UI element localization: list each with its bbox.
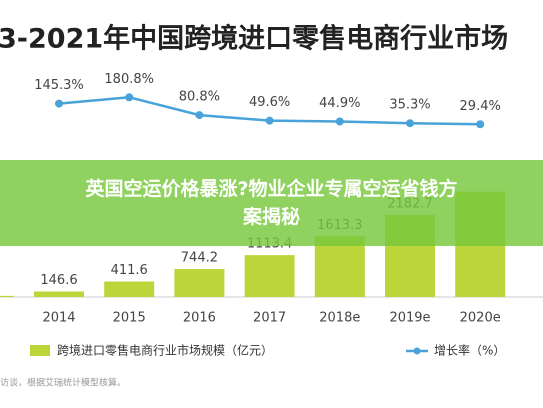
bar — [104, 281, 155, 297]
bar-value-label: 744.2 — [181, 251, 218, 266]
line-value-label: 145.3% — [34, 78, 84, 93]
bar-value-label: 411.6 — [111, 263, 148, 278]
line-value-label: 80.8% — [179, 90, 220, 105]
source: 访谈，根据艾瑞统计模型核算。 — [0, 377, 126, 389]
overlay-line: 英国空运价格暴涨?物业企业专属空运省钱方 — [85, 178, 458, 200]
line-value-label: 49.6% — [249, 95, 290, 110]
x-tick-label: 2016 — [183, 311, 216, 326]
bar-value-label: 146.6 — [40, 273, 77, 288]
chart-title: 3-2021年中国跨境进口零售电商行业市场 — [0, 23, 508, 55]
bar — [314, 236, 365, 297]
x-tick-label: 2020e — [460, 311, 501, 326]
overlay-banner: 英国空运价格暴涨?物业企业专属空运省钱方 案揭秘 — [0, 160, 543, 246]
line-value-label: 180.8% — [104, 72, 154, 87]
legend-swatch — [30, 345, 50, 356]
line-point — [335, 117, 344, 126]
legend-swatch — [413, 347, 421, 355]
line-point — [125, 93, 134, 102]
bar — [34, 291, 84, 297]
line-value-label: 29.4% — [460, 99, 501, 114]
line-point — [55, 99, 63, 108]
line-point — [265, 116, 274, 125]
overlay-line: 案揭秘 — [242, 206, 300, 228]
x-tick-label: 2015 — [113, 311, 146, 326]
line-point — [476, 120, 485, 129]
bar — [0, 295, 14, 297]
legend-label: 增长率（%） — [434, 343, 505, 358]
x-tick-label: 2014 — [42, 311, 75, 326]
bar — [174, 269, 225, 297]
x-tick-label: 2018e — [319, 311, 360, 326]
legend-label: 跨境进口零售电商行业市场规模（亿元） — [57, 343, 273, 358]
x-tick-label: 2017 — [253, 311, 286, 326]
line-value-label: 35.3% — [389, 98, 430, 113]
line-value-label: 44.9% — [319, 96, 360, 111]
line-point — [406, 119, 414, 128]
x-tick-label: 2019e — [389, 311, 430, 326]
line-point — [195, 111, 204, 120]
bar — [244, 255, 295, 297]
